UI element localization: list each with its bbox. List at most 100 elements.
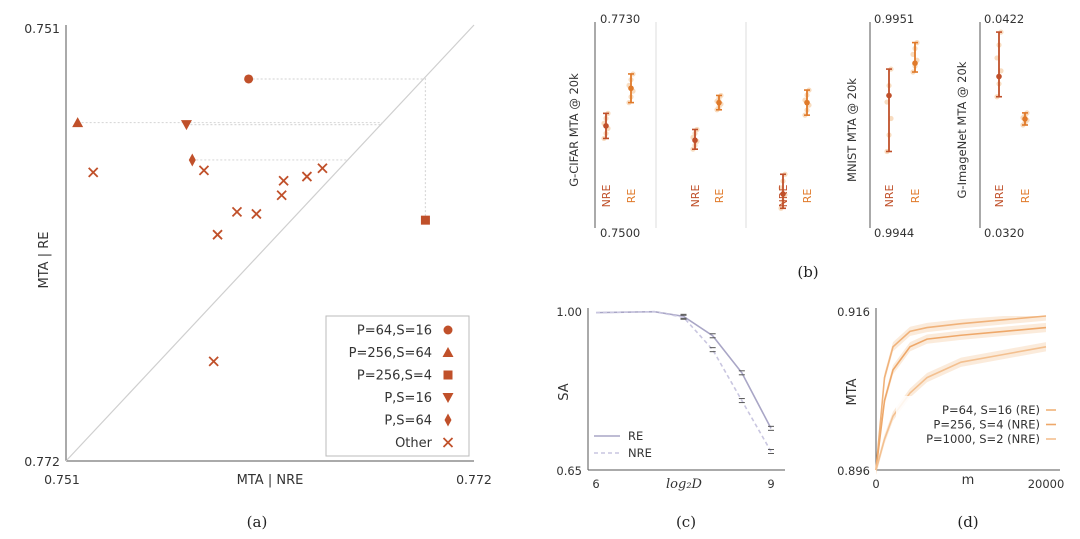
d-ytick-bottom: 0.896: [837, 464, 870, 478]
b1-ybottom: 0.7500: [600, 226, 640, 240]
a-legend-label-0: P=64,S=16: [357, 324, 432, 339]
a-point-5-3: [231, 206, 243, 217]
c-ytick-bottom: 0.65: [556, 464, 582, 478]
b-mean-0-3: [716, 99, 722, 106]
c-legend-label-1: NRE: [628, 446, 652, 460]
a-legend-marker-2: [443, 370, 453, 380]
b3-ybottom: 0.0320: [984, 226, 1024, 240]
d-lines: [875, 315, 1047, 475]
d-xlabel: m: [962, 473, 975, 488]
a-point-5-0: [88, 167, 99, 178]
b-group-label-2-1: RE: [1019, 189, 1032, 204]
b-mean-0-0: [603, 123, 609, 129]
a-legend: P=64,S=16 P=256,S=64 P=256,S=4 P,S=16 P,S=64…: [349, 324, 454, 451]
b-mean-0-2: [692, 137, 698, 144]
b-group-label-0-2: NRE: [689, 185, 702, 208]
a-point-3-0: [180, 120, 192, 131]
a-legend-marker-3: [442, 393, 454, 403]
d-legend-label-2: P=1000, S=2 (NRE): [926, 432, 1040, 446]
a-legend-marker-1: [442, 347, 454, 357]
b2-ytop: 0.9951: [874, 12, 914, 26]
c-line-re: [595, 310, 772, 429]
a-point-5-8-stroke-2: [317, 163, 328, 174]
c-lines: [595, 310, 774, 454]
b-group-label-0-1: RE: [625, 189, 638, 204]
b-group-label-0-0: NRE: [600, 185, 613, 208]
a-point-5-4-stroke-2: [251, 208, 262, 220]
d-xtick-left: 0: [872, 477, 879, 491]
b3-ylabel: G-ImageNet MTA @ 20k: [955, 61, 969, 198]
d-line-2: [875, 346, 1047, 471]
a-point-5-5-stroke-2: [276, 190, 287, 201]
caption-d: (d): [957, 513, 978, 531]
caption-b: (b): [797, 263, 818, 281]
a-point-5-5: [276, 190, 287, 201]
a-point-1-0: [72, 117, 84, 128]
a-legend-label-1: P=256,S=64: [349, 346, 432, 361]
a-xtick-right: 0.772: [456, 472, 492, 487]
a-xtick-left: 0.751: [44, 472, 80, 487]
a-point-5-1: [198, 165, 210, 176]
b-errorbars: NRE RE NRE RE NRE RE NRE RE NRE RE: [600, 29, 1032, 211]
b3-ytop: 0.0422: [984, 12, 1024, 26]
b-mean-0-4: [780, 191, 786, 197]
panel-b: 0.7730 0.7500 G-CIFAR MTA @ 20k 0.9951 0…: [567, 12, 1032, 281]
d-legend-label-1: P=256, S=4 (NRE): [933, 418, 1040, 432]
c-line-nre: [595, 310, 772, 452]
a-legend-label-2: P=256,S=4: [357, 369, 432, 384]
b-group-label-2-0: NRE: [993, 185, 1006, 208]
c-xtick-left: 6: [592, 477, 599, 491]
a-point-5-2: [212, 229, 223, 240]
a-point-5-3-stroke-2: [231, 206, 243, 217]
d-ytick-top: 0.916: [837, 305, 870, 319]
a-point-5-6-stroke-2: [278, 175, 289, 186]
d-line-0: [875, 315, 1047, 471]
b-mean-0-1: [628, 85, 634, 92]
a-ytick-top: 0.751: [24, 21, 60, 36]
a-ylabel: MTA | RE: [37, 232, 52, 289]
b-mean-2-0: [996, 73, 1002, 80]
a-diagonal: [65, 24, 475, 462]
a-legend-label-5: Other: [395, 436, 433, 451]
b-mean-2-1: [1022, 116, 1028, 122]
a-legend-label-3: P,S=16: [384, 391, 432, 406]
c-ylabel: SA: [557, 383, 572, 400]
a-ytick-bottom: 0.772: [24, 454, 60, 469]
a-point-5-9-stroke-2: [208, 356, 219, 367]
b-group-label-0-3: RE: [713, 189, 726, 204]
a-point-5-6: [278, 175, 289, 186]
c-legend-label-0: RE: [628, 429, 643, 443]
a-point-0-0: [244, 74, 254, 84]
a-legend-marker-4: [444, 413, 452, 427]
d-legend-box: [896, 396, 1056, 446]
d-legend: P=64, S=16 (RE)P=256, S=4 (NRE)P=1000, S…: [896, 396, 1056, 446]
a-legend-marker-0: [443, 325, 453, 335]
panel-c: 1.00 0.65 6 9 log₂D SA RE NRE (c): [556, 305, 785, 531]
a-points: [72, 74, 430, 367]
c-xtick-right: 9: [767, 477, 774, 491]
a-point-2-0: [420, 215, 430, 225]
a-point-4-0: [188, 153, 196, 167]
d-ylabel: MTA: [845, 378, 860, 405]
a-point-5-8: [317, 163, 328, 174]
a-point-5-2-stroke-2: [212, 229, 223, 240]
b-mean-1-0: [886, 92, 892, 99]
b-group-label-1-0: NRE: [883, 185, 896, 208]
panel-d: 0.916 0.896 0 20000 m MTA P=64, S=16 (RE…: [837, 305, 1064, 531]
caption-a: (a): [247, 513, 268, 531]
b-mean-0-5: [804, 99, 810, 106]
panel-a: 0.751 0.772 0.751 0.772 MTA | NRE MTA | …: [24, 21, 492, 531]
b1-ylabel: G-CIFAR MTA @ 20k: [567, 73, 581, 187]
a-legend-marker-5: [442, 437, 454, 448]
a-legend-label-4: P,S=64: [384, 414, 432, 429]
b2-ylabel: MNIST MTA @ 20k: [845, 78, 859, 182]
b-group-label-1-1: RE: [909, 189, 922, 204]
b1-ytop: 0.7730: [600, 12, 640, 26]
caption-c: (c): [676, 513, 696, 531]
a-point-5-4: [251, 208, 262, 220]
a-legend-marker-5-stroke-2: [442, 437, 454, 448]
d-legend-label-0: P=64, S=16 (RE): [942, 403, 1040, 417]
c-legend: RE NRE: [594, 429, 652, 460]
b-group-label-0-5: RE: [801, 189, 814, 204]
